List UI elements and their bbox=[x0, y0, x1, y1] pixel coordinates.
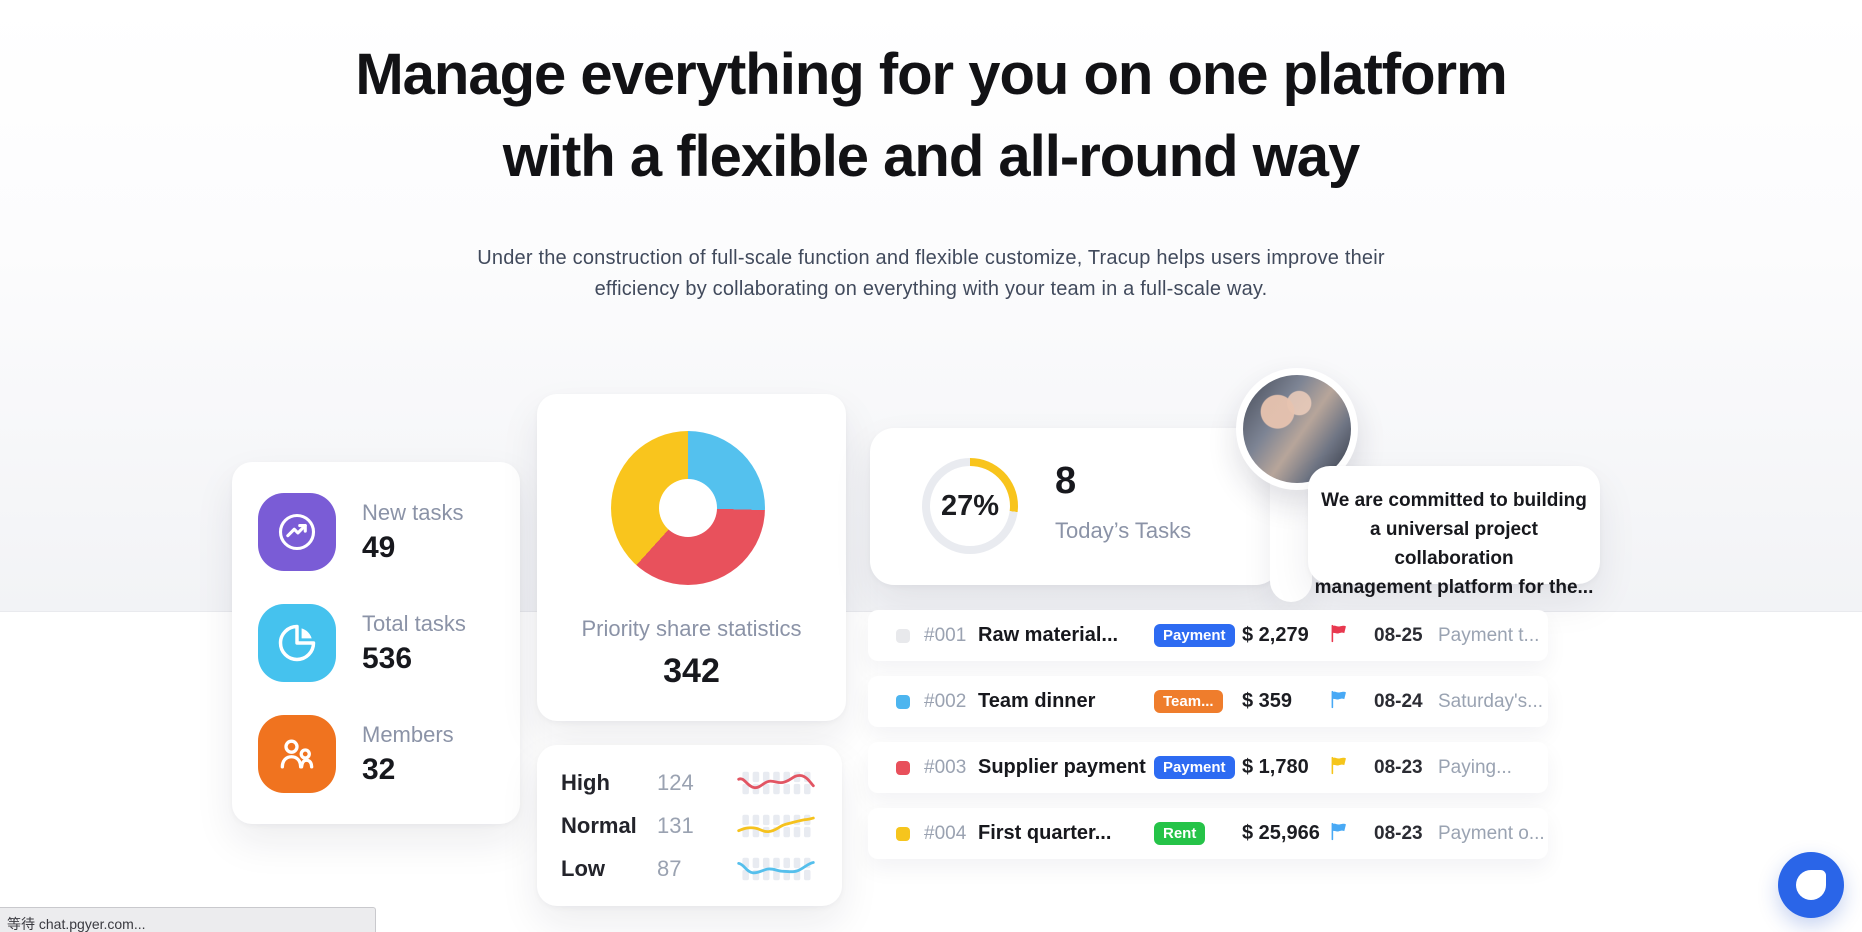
stat-value: 536 bbox=[362, 641, 413, 675]
task-title: Supplier payment bbox=[978, 756, 1146, 778]
task-id: #001 bbox=[924, 624, 967, 646]
flag-box bbox=[1328, 623, 1374, 649]
task-title: Team dinner bbox=[978, 690, 1096, 712]
task-row[interactable]: #001 Raw material... Payment $ 2,279 08-… bbox=[868, 610, 1548, 661]
flag-box bbox=[1328, 689, 1374, 715]
breakdown-value: 131 bbox=[657, 812, 694, 838]
breakdown-row: Low 87 bbox=[561, 853, 818, 885]
task-amount: $ 359 bbox=[1242, 690, 1293, 712]
stat-new-tasks: New tasks 49 bbox=[258, 493, 520, 571]
task-badge-box: Payment bbox=[1154, 624, 1242, 647]
task-date: 08-25 bbox=[1374, 624, 1423, 646]
task-date: 08-24 bbox=[1374, 690, 1423, 712]
task-checkbox[interactable] bbox=[896, 628, 910, 643]
flag-icon bbox=[1331, 822, 1346, 840]
task-badge-box: Payment bbox=[1154, 756, 1242, 779]
stat-label: Total tasks bbox=[362, 610, 466, 636]
page-title-line2: with a flexible and all-round way bbox=[502, 124, 1360, 189]
priority-card-title: Priority share statistics bbox=[581, 616, 802, 641]
task-list: #001 Raw material... Payment $ 2,279 08-… bbox=[868, 610, 1548, 859]
priority-breakdown-card: High 124 Normal bbox=[537, 745, 842, 906]
task-badge: Rent bbox=[1154, 822, 1206, 845]
task-amount: $ 25,966 bbox=[1242, 822, 1320, 844]
task-amount: $ 2,279 bbox=[1242, 624, 1309, 646]
stat-label: New tasks bbox=[362, 499, 464, 525]
task-row[interactable]: #002 Team dinner Team... $ 359 08-24 Sat… bbox=[868, 676, 1548, 727]
sparkline-chart bbox=[737, 771, 815, 794]
breakdown-value: 124 bbox=[657, 769, 694, 795]
task-badge-box: Rent bbox=[1154, 822, 1242, 845]
task-checkbox[interactable] bbox=[896, 760, 910, 775]
today-tasks-count: 8 bbox=[1055, 460, 1077, 502]
flag-icon bbox=[1331, 624, 1346, 642]
breakdown-label: Normal bbox=[561, 812, 637, 838]
task-badge: Team... bbox=[1154, 690, 1223, 713]
stats-card: New tasks 49 Total tasks 536 bbox=[232, 462, 520, 824]
sparkline-chart bbox=[737, 857, 815, 880]
task-row[interactable]: #004 First quarter... Rent $ 25,966 08-2… bbox=[868, 808, 1548, 859]
task-date: 08-23 bbox=[1374, 822, 1423, 844]
task-badge: Payment bbox=[1154, 756, 1235, 779]
donut-hole bbox=[659, 479, 717, 537]
task-row[interactable]: #003 Supplier payment Payment $ 1,780 08… bbox=[868, 742, 1548, 793]
today-tasks-card: 27% 8 Today’s Tasks bbox=[870, 428, 1280, 585]
browser-status-bubble: 等待 chat.pgyer.com... bbox=[0, 907, 376, 932]
progress-ring-chart: 27% bbox=[922, 458, 1018, 554]
task-id: #003 bbox=[924, 756, 967, 778]
task-id: #002 bbox=[924, 690, 967, 712]
task-note: Payment o... bbox=[1438, 822, 1545, 844]
page-title: Manage everything for you on one platfor… bbox=[0, 34, 1862, 198]
flag-box bbox=[1328, 821, 1374, 847]
stat-total-tasks: Total tasks 536 bbox=[258, 604, 520, 682]
sparkline-chart bbox=[737, 814, 815, 837]
members-icon bbox=[258, 715, 336, 793]
page-title-line1: Manage everything for you on one platfor… bbox=[355, 42, 1507, 107]
chat-launcher-button[interactable] bbox=[1778, 852, 1844, 918]
task-title: Raw material... bbox=[978, 624, 1119, 646]
quote-bubble: We are committed to building a universal… bbox=[1308, 466, 1600, 598]
trend-up-icon bbox=[258, 493, 336, 571]
avatar-photo bbox=[1243, 375, 1351, 483]
progress-ring-hole bbox=[930, 466, 1010, 546]
task-checkbox[interactable] bbox=[896, 826, 910, 841]
breakdown-row: High 124 bbox=[561, 767, 818, 799]
task-id: #004 bbox=[924, 822, 967, 844]
chat-bubble-icon bbox=[1796, 870, 1826, 900]
breakdown-row: Normal 131 bbox=[561, 810, 818, 842]
browser-status-text: 等待 chat.pgyer.com... bbox=[7, 916, 146, 932]
pie-chart-icon bbox=[258, 604, 336, 682]
task-amount: $ 1,780 bbox=[1242, 756, 1309, 778]
breakdown-value: 87 bbox=[657, 855, 682, 881]
priority-card-total: 342 bbox=[663, 652, 720, 690]
task-date: 08-23 bbox=[1374, 756, 1423, 778]
progress-percent: 27% bbox=[940, 489, 1000, 522]
task-badge: Payment bbox=[1154, 624, 1235, 647]
task-checkbox[interactable] bbox=[896, 694, 910, 709]
flag-box bbox=[1328, 755, 1374, 781]
task-badge-box: Team... bbox=[1154, 690, 1242, 713]
stat-value: 32 bbox=[362, 752, 396, 786]
breakdown-label: Low bbox=[561, 855, 605, 881]
breakdown-label: High bbox=[561, 769, 610, 795]
flag-icon bbox=[1331, 690, 1346, 708]
task-note: Payment t... bbox=[1438, 624, 1540, 646]
task-note: Paying... bbox=[1438, 756, 1512, 778]
stat-value: 49 bbox=[362, 530, 396, 564]
task-note: Saturday's... bbox=[1438, 690, 1544, 712]
page-subtitle: Under the construction of full-scale fun… bbox=[477, 247, 1385, 300]
stat-members: Members 32 bbox=[258, 715, 520, 793]
flag-icon bbox=[1331, 756, 1346, 774]
stat-label: Members bbox=[362, 721, 454, 747]
task-title: First quarter... bbox=[978, 822, 1112, 844]
priority-donut-chart bbox=[611, 431, 765, 585]
priority-card: Priority share statistics 342 bbox=[537, 394, 846, 721]
today-tasks-label: Today’s Tasks bbox=[1055, 518, 1192, 543]
